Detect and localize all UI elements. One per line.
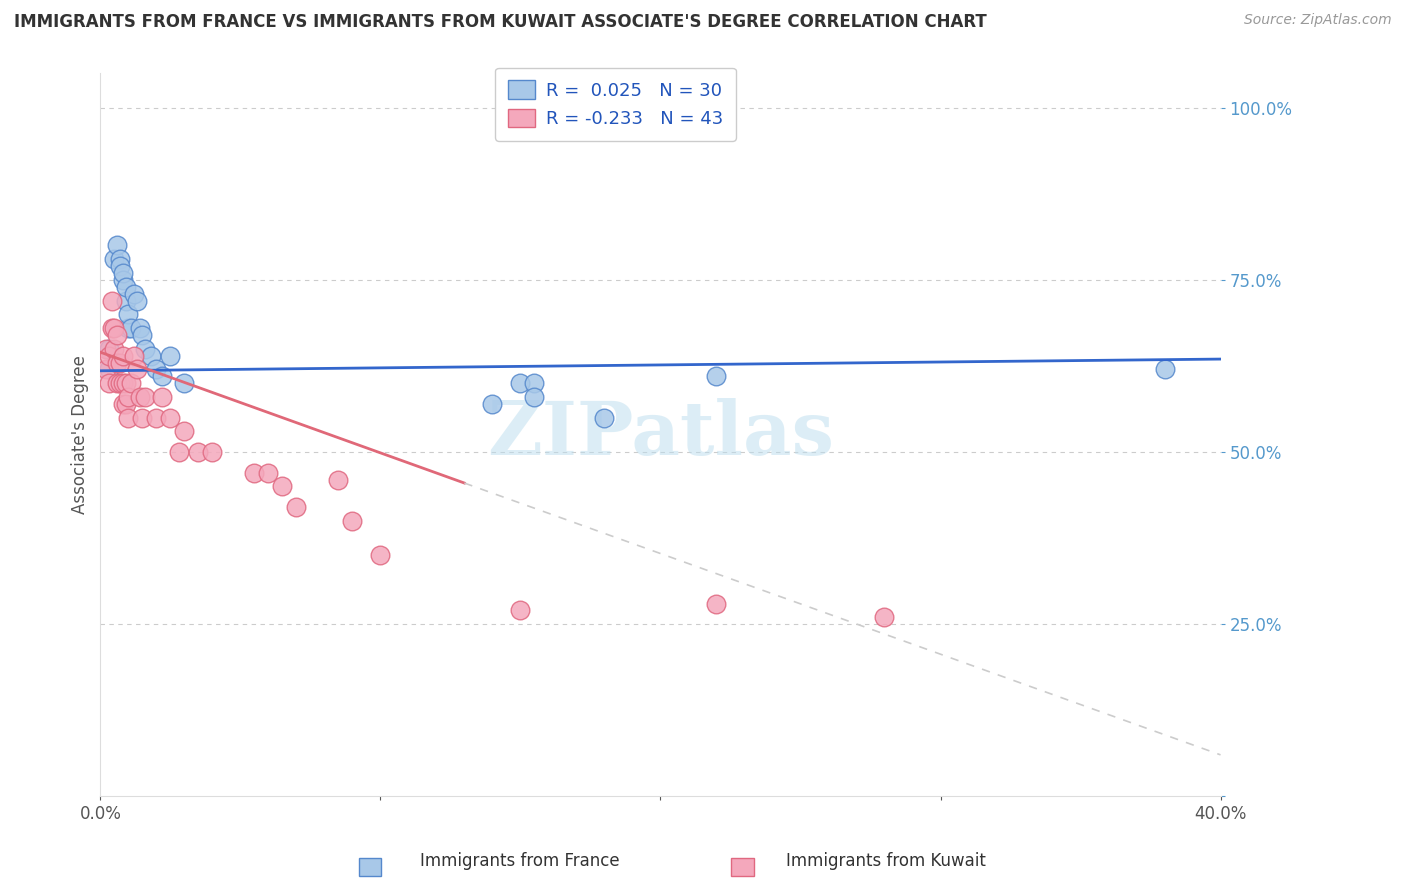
Point	[328, 473, 350, 487]
Point	[97, 376, 120, 391]
Point	[128, 390, 150, 404]
Point	[111, 349, 134, 363]
Point	[131, 328, 153, 343]
Point	[108, 376, 131, 391]
Point	[370, 549, 392, 563]
Y-axis label: Associate's Degree: Associate's Degree	[72, 355, 89, 515]
Text: Immigrants from Kuwait: Immigrants from Kuwait	[786, 852, 986, 870]
Point	[111, 376, 134, 391]
Point	[105, 355, 128, 369]
Point	[523, 376, 546, 391]
Point	[145, 410, 167, 425]
Point	[94, 362, 117, 376]
Point	[509, 603, 531, 617]
Point	[105, 376, 128, 391]
Point	[114, 279, 136, 293]
Point	[117, 307, 139, 321]
Point	[131, 410, 153, 425]
Point	[111, 397, 134, 411]
Point	[187, 445, 209, 459]
Point	[706, 597, 728, 611]
Point	[94, 342, 117, 356]
Text: IMMIGRANTS FROM FRANCE VS IMMIGRANTS FROM KUWAIT ASSOCIATE'S DEGREE CORRELATION : IMMIGRANTS FROM FRANCE VS IMMIGRANTS FRO…	[14, 13, 987, 31]
Legend: R =  0.025   N = 30, R = -0.233   N = 43: R = 0.025 N = 30, R = -0.233 N = 43	[495, 68, 735, 141]
Point	[201, 445, 224, 459]
Point	[873, 610, 896, 624]
Point	[117, 410, 139, 425]
Point	[117, 321, 139, 335]
Point	[122, 349, 145, 363]
Point	[125, 362, 148, 376]
Point	[173, 376, 195, 391]
Point	[523, 390, 546, 404]
Text: Source: ZipAtlas.com: Source: ZipAtlas.com	[1244, 13, 1392, 28]
Point	[114, 397, 136, 411]
Point	[257, 466, 280, 480]
Point	[125, 293, 148, 308]
Point	[593, 410, 616, 425]
Point	[103, 252, 125, 267]
Point	[120, 321, 142, 335]
Point	[167, 445, 190, 459]
Point	[145, 362, 167, 376]
Point	[706, 369, 728, 384]
Point	[271, 479, 294, 493]
Point	[122, 286, 145, 301]
Point	[173, 425, 195, 439]
Point	[97, 349, 120, 363]
Point	[150, 369, 173, 384]
Point	[105, 238, 128, 252]
Point	[243, 466, 266, 480]
Point	[481, 397, 503, 411]
Point	[108, 355, 131, 369]
Point	[159, 410, 181, 425]
Point	[159, 349, 181, 363]
Point	[111, 273, 134, 287]
Point	[134, 390, 156, 404]
Point	[128, 321, 150, 335]
Point	[342, 514, 364, 528]
Point	[120, 376, 142, 391]
Point	[103, 321, 125, 335]
Point	[108, 252, 131, 267]
Point	[285, 500, 308, 515]
Text: Immigrants from France: Immigrants from France	[420, 852, 620, 870]
Point	[509, 376, 531, 391]
Point	[1153, 362, 1175, 376]
Point	[114, 293, 136, 308]
Point	[103, 342, 125, 356]
Point	[100, 293, 122, 308]
Point	[97, 342, 120, 356]
Point	[105, 328, 128, 343]
Point	[134, 342, 156, 356]
Point	[150, 390, 173, 404]
Point	[108, 259, 131, 273]
Point	[114, 376, 136, 391]
Point	[117, 390, 139, 404]
Text: ZIPatlas: ZIPatlas	[486, 399, 834, 471]
Point	[111, 266, 134, 280]
Point	[97, 362, 120, 376]
Point	[139, 349, 162, 363]
Point	[100, 321, 122, 335]
